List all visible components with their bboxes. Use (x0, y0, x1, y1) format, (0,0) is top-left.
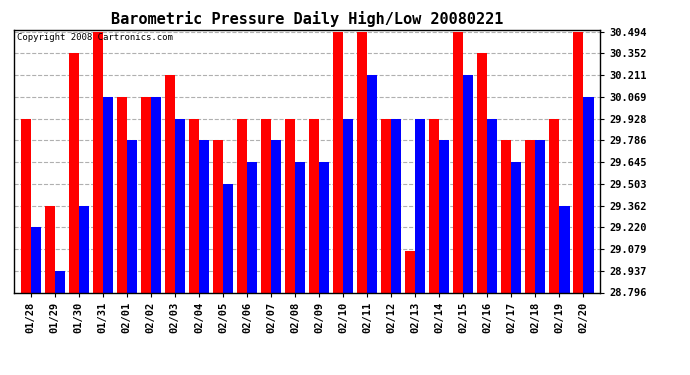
Bar (21, 118, 30, 292)
Bar (141, 97, 151, 292)
Bar (391, 118, 402, 292)
Bar (440, 140, 449, 292)
Bar (213, 140, 223, 292)
Bar (501, 140, 511, 292)
Bar (165, 75, 175, 292)
Bar (117, 97, 127, 292)
Bar (79, 206, 89, 292)
Bar (487, 118, 497, 292)
Bar (295, 162, 305, 292)
Bar (55, 271, 65, 292)
Bar (151, 97, 161, 292)
Text: Copyright 2008 Cartronics.com: Copyright 2008 Cartronics.com (17, 33, 172, 42)
Bar (367, 75, 377, 292)
Bar (30, 227, 41, 292)
Bar (560, 206, 569, 292)
Bar (261, 118, 271, 292)
Bar (549, 118, 560, 292)
Bar (103, 97, 113, 292)
Bar (525, 140, 535, 292)
Bar (223, 184, 233, 292)
Bar (175, 118, 185, 292)
Bar (285, 118, 295, 292)
Bar (477, 53, 487, 292)
Bar (271, 140, 281, 292)
Title: Barometric Pressure Daily High/Low 20080221: Barometric Pressure Daily High/Low 20080… (111, 12, 503, 27)
Bar (357, 32, 367, 292)
Bar (535, 140, 546, 292)
Bar (237, 118, 247, 292)
Bar (573, 32, 584, 292)
Bar (199, 140, 209, 292)
Bar (319, 162, 329, 292)
Bar (45, 206, 55, 292)
Bar (511, 162, 522, 292)
Bar (247, 162, 257, 292)
Bar (92, 32, 103, 292)
Bar (463, 75, 473, 292)
Bar (68, 53, 79, 292)
Bar (584, 97, 593, 292)
Bar (343, 118, 353, 292)
Bar (453, 32, 463, 292)
Bar (127, 140, 137, 292)
Bar (189, 118, 199, 292)
Bar (405, 251, 415, 292)
Bar (309, 118, 319, 292)
Bar (415, 118, 425, 292)
Bar (429, 118, 440, 292)
Bar (333, 32, 343, 292)
Bar (381, 118, 391, 292)
